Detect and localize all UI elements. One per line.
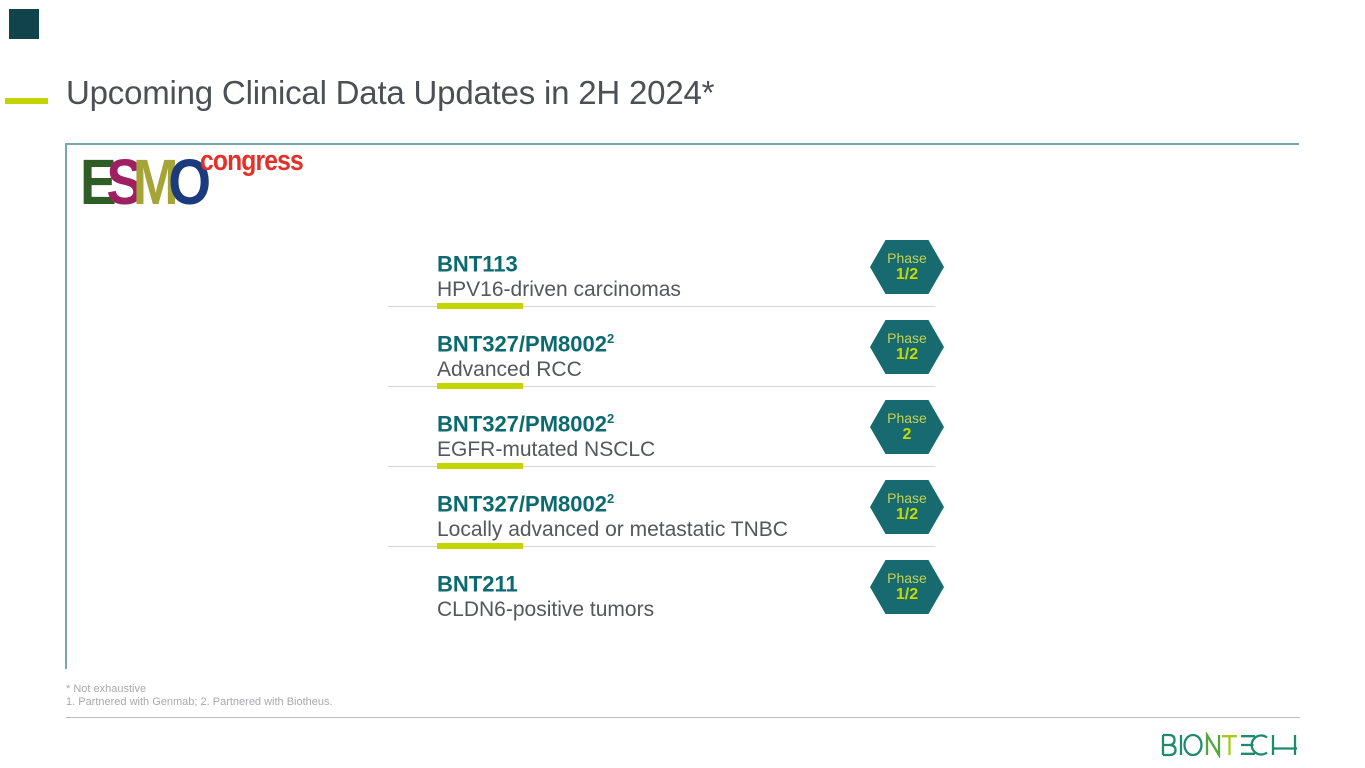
trial-name: BNT327/PM80022 [437, 491, 615, 517]
phase-badge-label: Phase [887, 570, 927, 586]
trial-name: BNT327/PM80022 [437, 331, 615, 357]
footnote-line-1: * Not exhaustive [66, 683, 147, 695]
title-accent-dash [5, 98, 48, 104]
phase-badge-label: Phase [887, 250, 927, 266]
trial-indication: Advanced RCC [437, 358, 582, 382]
trial-row: BNT327/PM80022 EGFR-mutated NSCLC Phase … [388, 400, 944, 480]
content-frame [65, 143, 1299, 669]
footnotes: * Not exhaustive 1. Partnered with Genma… [66, 683, 333, 709]
biontech-logo-letter-n [1205, 732, 1221, 758]
biontech-logo-letter-b [1161, 733, 1177, 757]
trial-name: BNT113 [437, 251, 518, 277]
trial-name: BNT327/PM80022 [437, 411, 615, 437]
biontech-logo-letter-h [1271, 735, 1297, 755]
esmo-letter-s: S [106, 146, 144, 218]
phase-badge: Phase 2 [870, 400, 944, 454]
trial-rows: BNT113 HPV16-driven carcinomas Phase 1/2… [388, 240, 944, 640]
esmo-letter-o: O [168, 146, 212, 218]
page-title: Upcoming Clinical Data Updates in 2H 202… [66, 74, 715, 111]
esmo-congress-logo: ESMO congress [80, 145, 320, 220]
phase-badge-value: 1/2 [895, 586, 919, 603]
footnote-line-2: 1. Partnered with Genmab; 2. Partnered w… [66, 696, 333, 708]
phase-badge-value: 1/2 [895, 506, 919, 523]
biontech-logo [1161, 732, 1297, 758]
trial-indication: CLDN6-positive tumors [437, 598, 655, 622]
trial-row: BNT211 CLDN6-positive tumors Phase 1/2 [437, 560, 944, 640]
trial-indication: EGFR-mutated NSCLC [437, 438, 656, 462]
footer-divider [66, 717, 1300, 718]
esmo-letter-e: E [80, 146, 117, 218]
trial-name-superscript: 2 [606, 411, 615, 426]
esmo-congress-label: congress [200, 145, 304, 177]
esmo-letter-m: M [132, 146, 179, 218]
trial-row: BNT113 HPV16-driven carcinomas Phase 1/2 [388, 240, 944, 320]
corner-accent-square [9, 9, 39, 39]
phase-badge-value: 1/2 [895, 346, 919, 363]
phase-badge: Phase 1/2 [870, 240, 944, 294]
phase-badge-label: Phase [887, 330, 927, 346]
trial-name-superscript: 2 [606, 491, 615, 506]
phase-badge-value: 1/2 [895, 266, 919, 283]
phase-badge: Phase 1/2 [870, 320, 944, 374]
trial-indication: Locally advanced or metastatic TNBC [437, 518, 788, 542]
trial-row: BNT327/PM80022 Advanced RCC Phase 1/2 [388, 320, 944, 400]
trial-name: BNT211 [437, 571, 518, 597]
phase-badge: Phase 1/2 [870, 480, 944, 534]
phase-badge: Phase 1/2 [870, 560, 944, 614]
biontech-logo-letter-t [1222, 735, 1237, 755]
trial-name-superscript: 2 [606, 331, 615, 346]
biontech-logo-letter-o [1183, 733, 1203, 757]
phase-badge-label: Phase [887, 410, 927, 426]
esmo-wordmark: ESMO [80, 146, 212, 218]
biontech-logo-letter-c [1250, 734, 1268, 756]
trial-indication: HPV16-driven carcinomas [437, 278, 681, 302]
phase-badge-label: Phase [887, 490, 927, 506]
phase-badge-value: 2 [902, 426, 912, 443]
trial-row: BNT327/PM80022 Locally advanced or metas… [388, 480, 944, 560]
